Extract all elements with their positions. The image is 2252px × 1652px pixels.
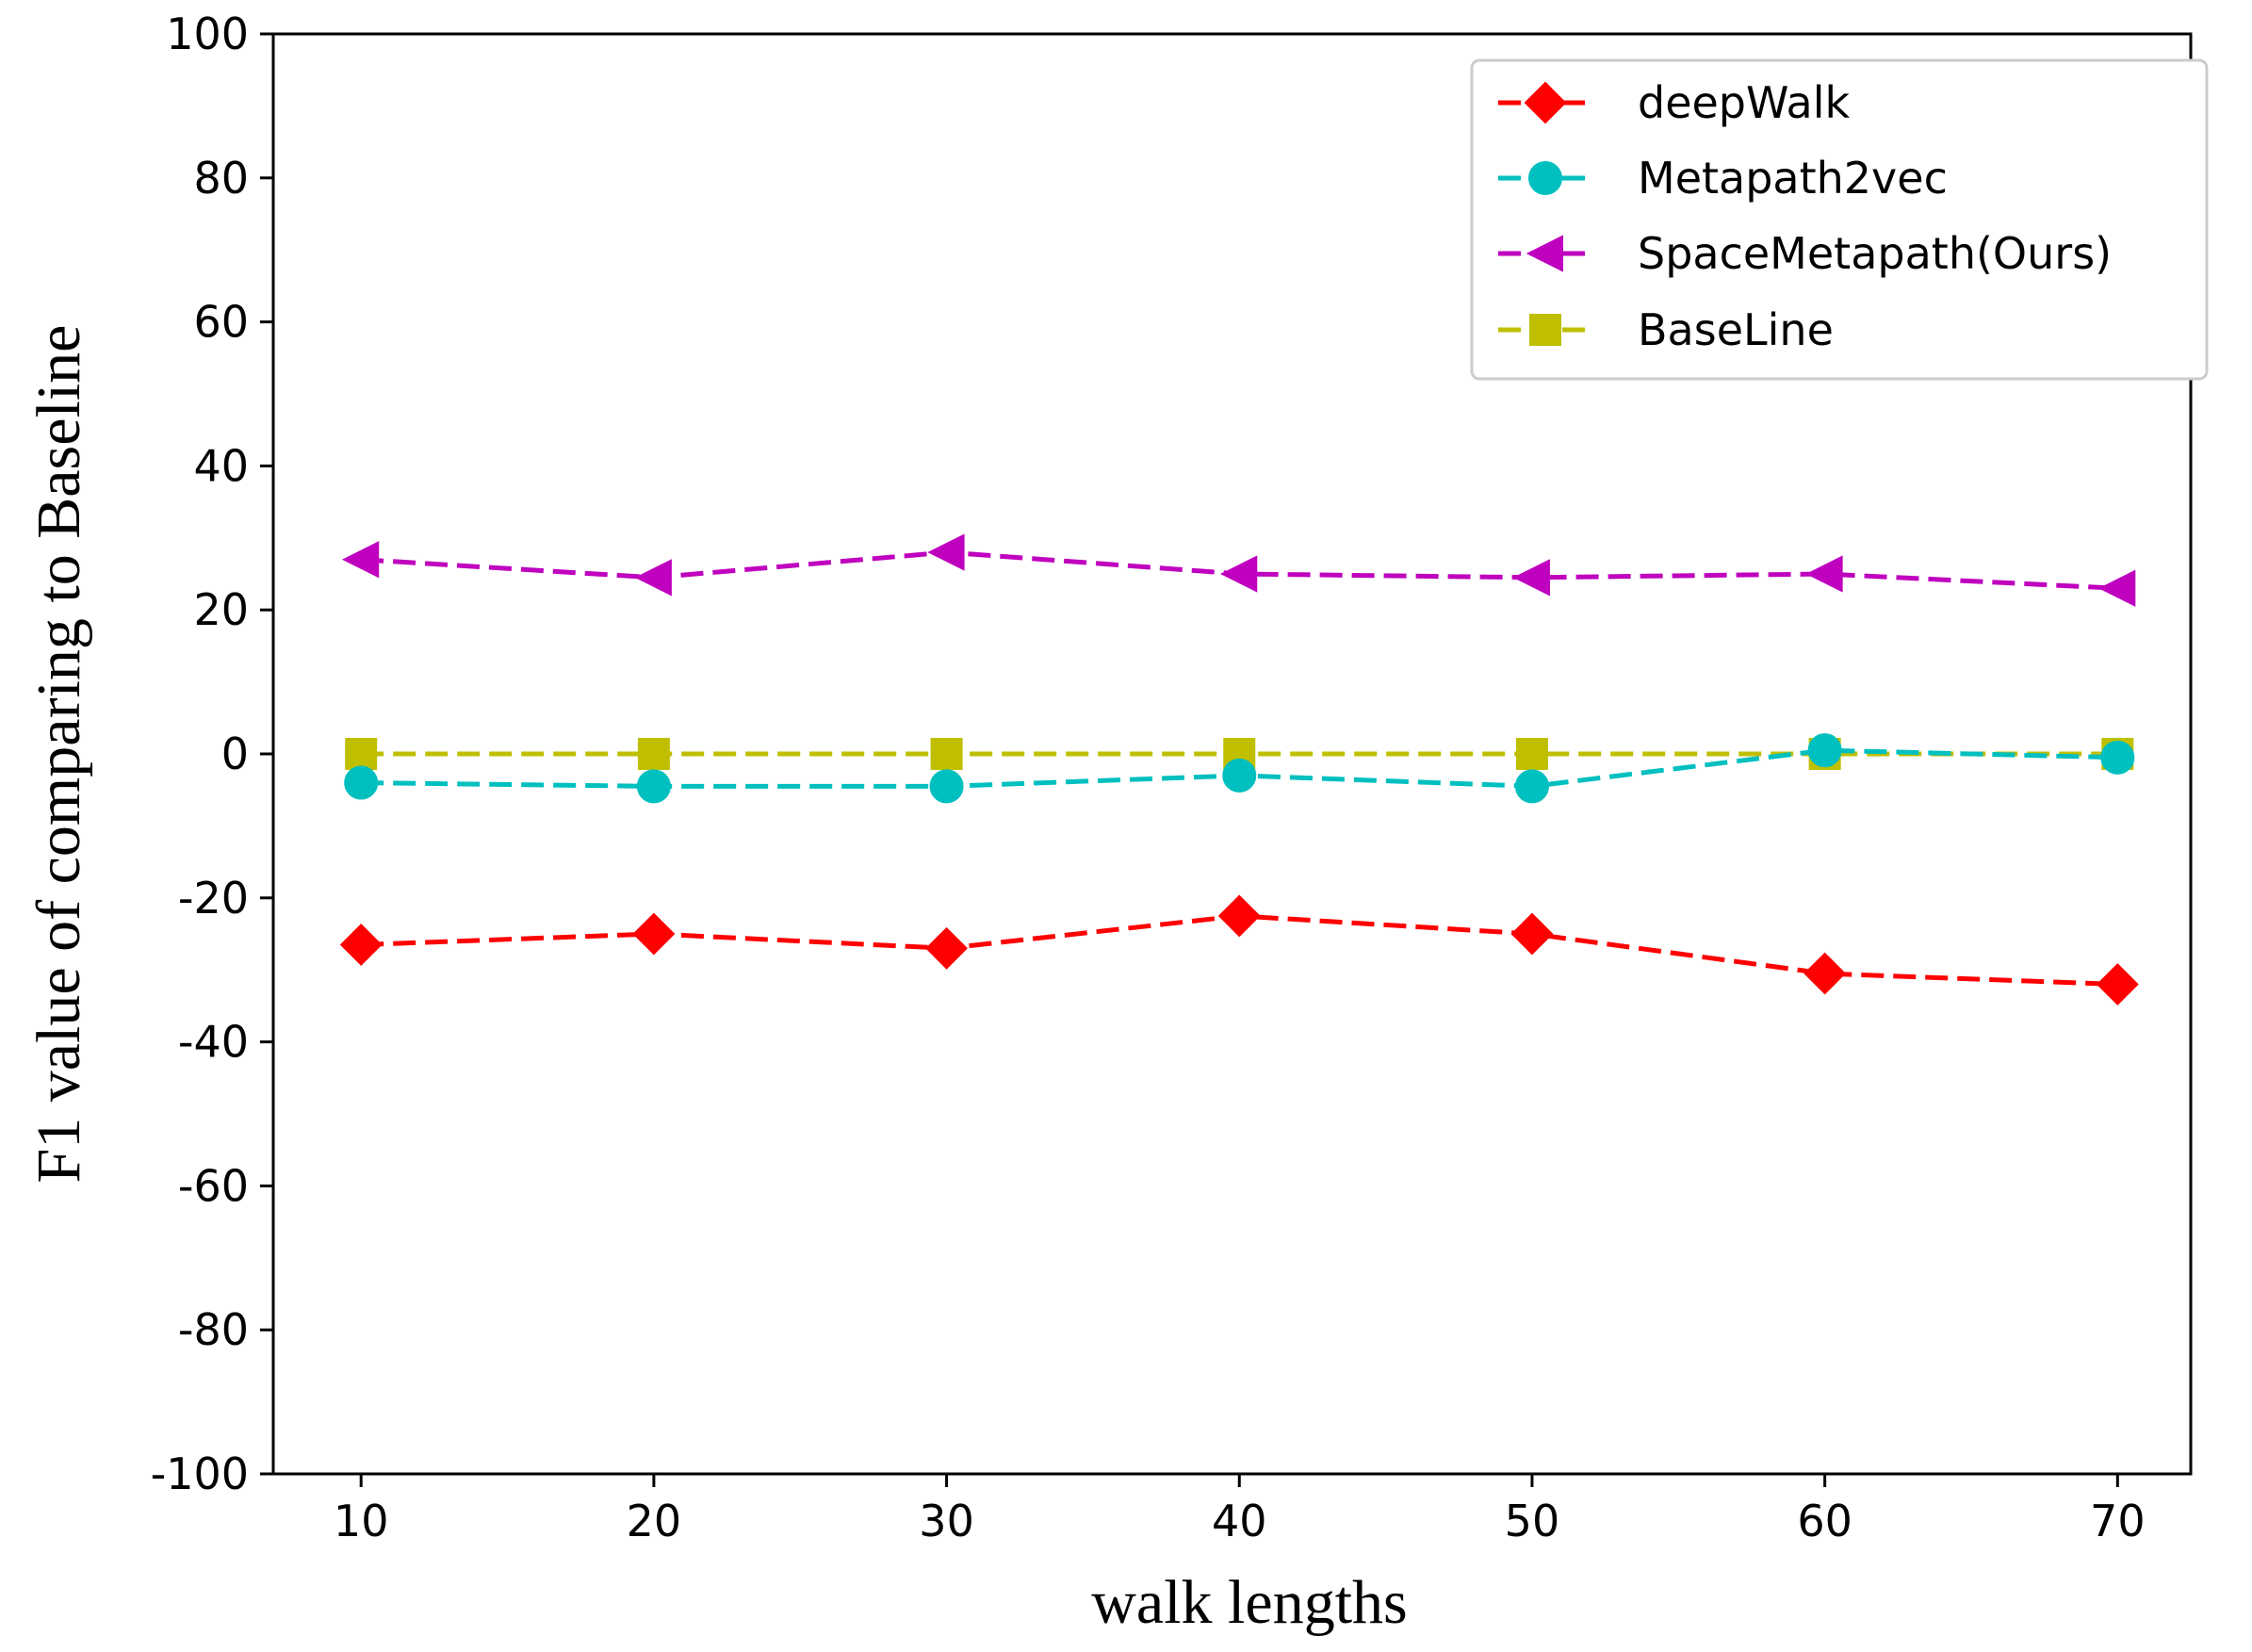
y-tick-label: -80: [178, 1304, 249, 1355]
y-tick-label: 20: [193, 584, 249, 635]
x-tick-label: 50: [1505, 1496, 1560, 1546]
data-point: [1807, 733, 1842, 768]
data-point: [634, 559, 672, 597]
legend-entry: BaseLine: [1498, 304, 1834, 355]
plot-area: [339, 533, 2139, 1006]
data-point: [2096, 963, 2139, 1006]
data-point: [930, 738, 963, 770]
data-point: [2098, 569, 2136, 607]
data-point: [632, 912, 676, 956]
data-point: [1805, 555, 1843, 593]
y-tick-label: 80: [193, 153, 249, 204]
x-axis: 10 20 30 40 50 60 70: [334, 1474, 2146, 1546]
y-tick-label: 100: [166, 8, 249, 59]
x-tick-label: 40: [1212, 1496, 1267, 1546]
data-point: [1510, 912, 1554, 956]
x-tick-label: 30: [919, 1496, 974, 1546]
y-tick-label: -60: [178, 1160, 249, 1211]
x-axis-title: walk lengths: [1091, 1568, 1407, 1637]
y-tick-label: 40: [193, 440, 249, 491]
y-tick-label: -20: [178, 873, 249, 924]
legend-label: Metapath2vec: [1638, 153, 1948, 204]
y-tick-label: -100: [151, 1448, 249, 1499]
data-point: [636, 769, 671, 804]
y-tick-label: 60: [193, 297, 249, 348]
legend-marker: [1529, 314, 1561, 346]
data-point: [1515, 738, 1548, 770]
data-point: [345, 738, 378, 770]
legend-marker: [1528, 161, 1562, 195]
data-point: [344, 765, 379, 800]
data-point: [927, 533, 965, 571]
data-point: [1222, 758, 1257, 793]
data-point: [637, 738, 670, 770]
legend-entry: deepWalk: [1498, 77, 1851, 128]
legend-label: BaseLine: [1638, 304, 1834, 355]
data-point: [1512, 559, 1550, 597]
x-tick-label: 60: [1797, 1496, 1852, 1546]
y-axis-title: F1 value of comparing to Baseline: [24, 325, 93, 1184]
x-tick-label: 10: [334, 1496, 389, 1546]
legend-label: SpaceMetapath(Ours): [1638, 228, 2112, 279]
data-point: [2100, 740, 2135, 775]
data-point: [925, 926, 968, 970]
data-point: [1220, 555, 1258, 593]
legend-box: [1470, 58, 2209, 381]
data-point: [1803, 952, 1847, 995]
x-tick-label: 20: [627, 1496, 682, 1546]
legend-entry: Metapath2vec: [1498, 153, 1948, 204]
y-axis: -100 -80 -60 -40 -20 0 20 40 60 80 100: [151, 8, 273, 1499]
data-point: [1514, 769, 1549, 804]
series-metapath2vec: [344, 733, 2135, 804]
x-tick-label: 70: [2090, 1496, 2146, 1546]
data-point: [929, 769, 964, 804]
data-point: [341, 541, 380, 579]
legend: deepWalk Metapath2vec SpaceMetapath(Ours) B…: [1470, 58, 2209, 381]
legend-entry: SpaceMetapath(Ours): [1498, 228, 2112, 279]
series-deepwalk: [339, 894, 2139, 1006]
legend-marker: [1524, 81, 1567, 124]
data-point: [1217, 894, 1261, 938]
legend-items: deepWalk Metapath2vec SpaceMetapath(Ours) B…: [1498, 77, 2112, 355]
series-spacemetapath-ours-: [341, 533, 2136, 607]
y-tick-label: 0: [221, 728, 249, 779]
y-tick-label: -40: [178, 1017, 249, 1068]
legend-label: deepWalk: [1638, 77, 1851, 128]
data-point: [339, 924, 383, 966]
legend-marker: [1526, 235, 1563, 272]
